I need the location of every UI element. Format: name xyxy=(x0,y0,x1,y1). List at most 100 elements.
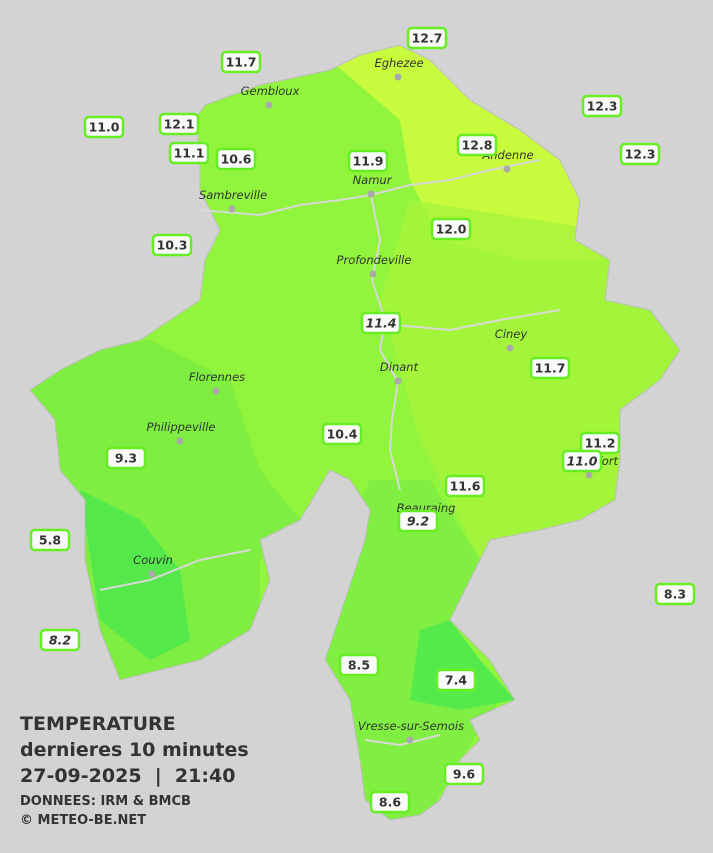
station-value: 5.8 xyxy=(39,533,61,548)
station: 11.0 xyxy=(561,449,603,473)
station: 10.4 xyxy=(321,422,363,446)
station-box xyxy=(39,628,81,652)
station-value: 11.1 xyxy=(174,146,205,161)
station: 8.5 xyxy=(338,653,380,677)
station-value: 8.2 xyxy=(49,633,71,648)
station-value: 8.6 xyxy=(379,795,401,810)
town-label: Couvin xyxy=(133,553,173,567)
town-dot xyxy=(212,387,220,395)
station-box xyxy=(83,115,125,139)
station: 11.7 xyxy=(220,50,262,74)
station-box xyxy=(654,582,696,606)
station-box xyxy=(397,509,439,533)
station: 11.6 xyxy=(444,474,486,498)
datetime: 27-09-2025 | 21:40 xyxy=(20,765,235,787)
subtitle: dernieres 10 minutes xyxy=(20,739,249,761)
station: 12.8 xyxy=(456,133,498,157)
station-box xyxy=(529,356,571,380)
towns: EghezeeGemblouxAndenneNamurSambrevillePr… xyxy=(133,56,619,744)
station-box xyxy=(443,762,485,786)
source: DONNEES: IRM & BMCB xyxy=(20,794,191,809)
station-box xyxy=(581,94,623,118)
station-value: 11.6 xyxy=(450,479,481,494)
town-dot xyxy=(148,570,156,578)
station-value: 8.3 xyxy=(664,587,686,602)
town-label: Namur xyxy=(353,173,393,187)
town-dot xyxy=(228,205,236,213)
station: 9.2 xyxy=(397,509,439,533)
station-box xyxy=(456,133,498,157)
town-dot xyxy=(394,377,402,385)
town-label: Profondeville xyxy=(337,253,412,267)
town-dot xyxy=(503,165,511,173)
station-box xyxy=(369,790,411,814)
station-value: 11.7 xyxy=(226,55,257,70)
station-value: 11.9 xyxy=(353,154,384,169)
station-value: 11.0 xyxy=(89,120,120,135)
station: 10.3 xyxy=(151,233,193,257)
station-box xyxy=(321,422,363,446)
town-dot xyxy=(369,270,377,278)
town-label: Ciney xyxy=(495,327,528,341)
station-box xyxy=(619,142,661,166)
station-value: 7.4 xyxy=(445,673,467,688)
station-value: 10.6 xyxy=(221,152,252,167)
station: 11.1 xyxy=(168,141,210,165)
station: 8.2 xyxy=(39,628,81,652)
station: 11.4 xyxy=(360,311,402,335)
station: 8.3 xyxy=(654,582,696,606)
station-value: 8.5 xyxy=(348,658,370,673)
town-dot xyxy=(585,471,593,479)
station-box xyxy=(215,147,257,171)
station-value: 12.8 xyxy=(462,138,493,153)
town-dot xyxy=(394,73,402,81)
station-box xyxy=(347,149,389,173)
copyright: © METEO-BE.NET xyxy=(20,813,146,828)
town-dot xyxy=(506,344,514,352)
station-box xyxy=(430,217,472,241)
station-value: 12.7 xyxy=(412,31,443,46)
station: 12.0 xyxy=(430,217,472,241)
station-box xyxy=(435,668,477,692)
station-box xyxy=(151,233,193,257)
station-box xyxy=(168,141,210,165)
town-label: Gembloux xyxy=(241,84,300,98)
station-value: 10.3 xyxy=(157,238,188,253)
station-value: 12.0 xyxy=(436,222,467,237)
station: 8.6 xyxy=(369,790,411,814)
stations: 12.7 11.7 12.3 11.0 12.1 11.1 10.6 11.9 12.8 12.3… xyxy=(29,26,696,814)
station-box xyxy=(561,449,603,473)
station-value: 9.2 xyxy=(407,514,429,529)
station-box xyxy=(338,653,380,677)
station-box xyxy=(158,112,200,136)
map-title: TEMPERATURE xyxy=(20,713,176,735)
town-label: Dinant xyxy=(380,360,419,374)
station-value: 12.3 xyxy=(587,99,618,114)
station: 5.8 xyxy=(29,528,71,552)
station: 12.1 xyxy=(158,112,200,136)
town-label: Philippeville xyxy=(147,420,216,434)
station: 9.3 xyxy=(105,446,147,470)
town-label: Vresse-sur-Semois xyxy=(358,719,464,733)
station: 12.7 xyxy=(406,26,448,50)
station-value: 9.6 xyxy=(453,767,475,782)
station: 9.6 xyxy=(443,762,485,786)
station: 12.3 xyxy=(619,142,661,166)
town-dot xyxy=(406,736,414,744)
station: 12.3 xyxy=(581,94,623,118)
station-box xyxy=(406,26,448,50)
station: 10.6 xyxy=(215,147,257,171)
town-dot xyxy=(176,437,184,445)
town-dot xyxy=(367,190,375,198)
station-box xyxy=(444,474,486,498)
station-box xyxy=(105,446,147,470)
station-value: 10.4 xyxy=(327,427,358,442)
station-value: 11.2 xyxy=(585,436,616,451)
station-value: 11.7 xyxy=(535,361,566,376)
station-value: 11.0 xyxy=(567,454,598,469)
station: 11.9 xyxy=(347,149,389,173)
station-value: 12.3 xyxy=(625,147,656,162)
station: 11.0 xyxy=(83,115,125,139)
